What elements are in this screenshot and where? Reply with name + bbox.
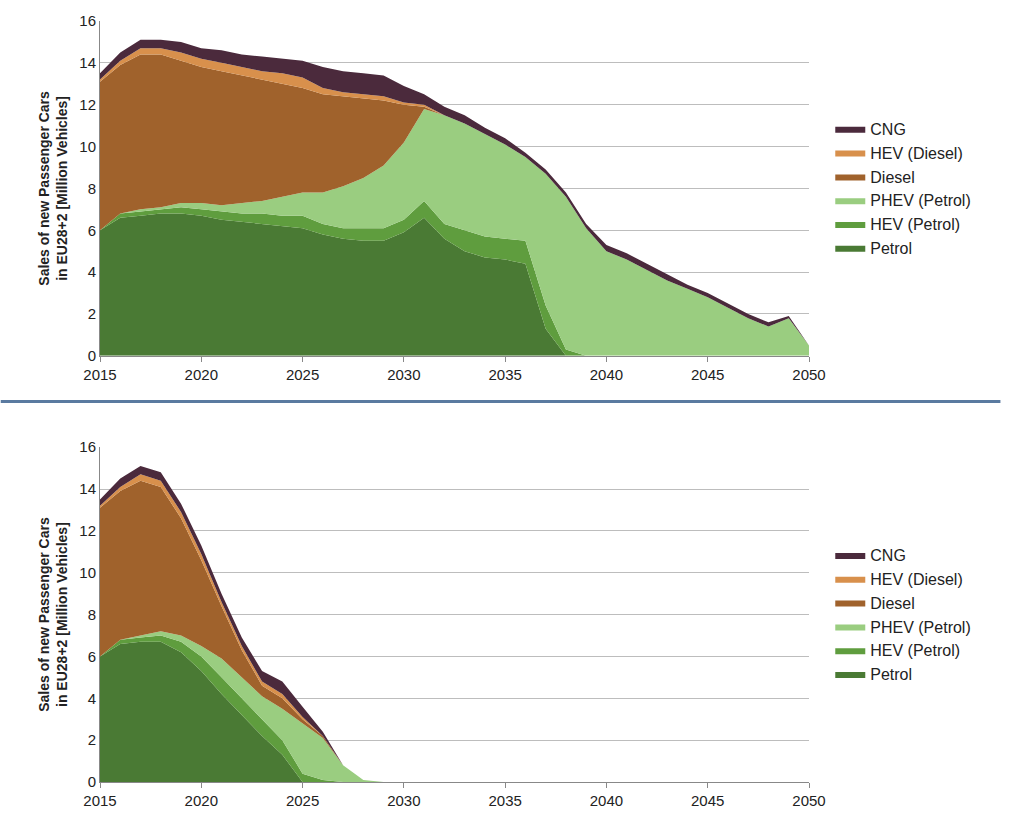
svg-text:16: 16	[79, 438, 96, 455]
svg-text:CNG: CNG	[870, 547, 906, 564]
svg-text:2: 2	[88, 731, 96, 748]
svg-text:0: 0	[88, 773, 96, 790]
svg-text:2045: 2045	[691, 792, 724, 809]
svg-text:10: 10	[79, 564, 96, 581]
svg-text:4: 4	[88, 263, 96, 280]
svg-text:2050: 2050	[792, 792, 825, 809]
svg-text:HEV (Petrol): HEV (Petrol)	[870, 216, 960, 233]
svg-text:16: 16	[79, 12, 96, 29]
svg-text:12: 12	[79, 96, 96, 113]
svg-text:PHEV (Petrol): PHEV (Petrol)	[870, 619, 970, 636]
svg-text:Petrol: Petrol	[870, 666, 912, 683]
svg-text:2025: 2025	[286, 792, 319, 809]
svg-text:14: 14	[79, 480, 96, 497]
svg-text:PHEV (Petrol): PHEV (Petrol)	[870, 192, 970, 209]
svg-text:6: 6	[88, 648, 96, 665]
svg-text:10: 10	[79, 138, 96, 155]
svg-text:2050: 2050	[792, 366, 825, 383]
svg-text:2040: 2040	[590, 366, 623, 383]
svg-text:2015: 2015	[83, 366, 116, 383]
svg-text:2030: 2030	[387, 792, 420, 809]
svg-text:2: 2	[88, 305, 96, 322]
svg-text:2045: 2045	[691, 366, 724, 383]
svg-text:Diesel: Diesel	[870, 169, 914, 186]
svg-text:0: 0	[88, 347, 96, 364]
svg-text:14: 14	[79, 54, 96, 71]
svg-text:Sales of new Passenger Carsin: Sales of new Passenger Carsin EU28+2 [Mi…	[36, 91, 70, 286]
svg-text:2015: 2015	[83, 792, 116, 809]
svg-text:2020: 2020	[185, 792, 218, 809]
svg-text:12: 12	[79, 522, 96, 539]
svg-text:8: 8	[88, 180, 96, 197]
svg-text:2040: 2040	[590, 792, 623, 809]
svg-text:2035: 2035	[488, 792, 521, 809]
svg-text:2035: 2035	[488, 366, 521, 383]
svg-text:Sales of new Passenger Carsin: Sales of new Passenger Carsin EU28+2 [Mi…	[36, 517, 70, 712]
svg-text:HEV (Diesel): HEV (Diesel)	[870, 571, 962, 588]
svg-text:2020: 2020	[185, 366, 218, 383]
svg-text:6: 6	[88, 222, 96, 239]
svg-text:HEV (Petrol): HEV (Petrol)	[870, 642, 960, 659]
svg-text:4: 4	[88, 690, 96, 707]
svg-text:Petrol: Petrol	[870, 240, 912, 257]
svg-text:8: 8	[88, 606, 96, 623]
svg-text:CNG: CNG	[870, 121, 906, 138]
svg-text:2025: 2025	[286, 366, 319, 383]
svg-text:Diesel: Diesel	[870, 595, 914, 612]
svg-text:2030: 2030	[387, 366, 420, 383]
svg-text:HEV (Diesel): HEV (Diesel)	[870, 145, 962, 162]
